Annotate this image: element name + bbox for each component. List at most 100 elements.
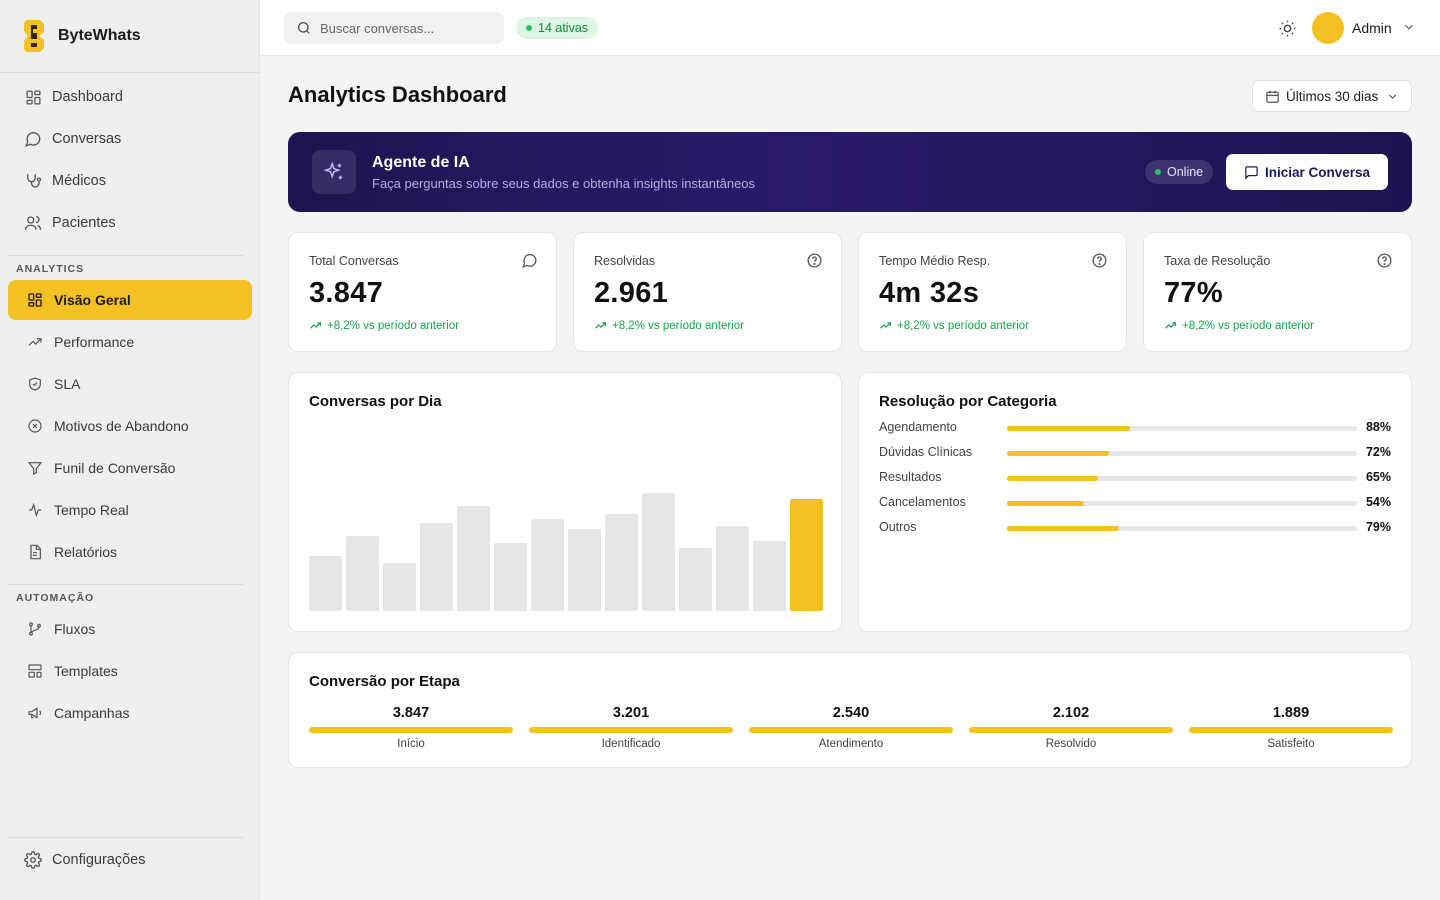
category-fill	[1007, 526, 1119, 531]
kpi-label: Tempo Médio Resp.	[879, 254, 991, 268]
sidebar-item-tempo-real[interactable]: Tempo Real	[8, 490, 252, 530]
sidebar-item-performance[interactable]: Performance	[8, 322, 252, 362]
category-percent: 72%	[1365, 445, 1391, 459]
kpi-card-total-conversas: Total Conversas 3.847 +8,2% vs período a…	[288, 232, 557, 352]
chevron-down-icon[interactable]	[1402, 20, 1416, 39]
category-track	[1007, 501, 1357, 506]
active-conversations-badge: 14 ativas	[516, 17, 599, 39]
ai-agent-banner: Agente de IA Faça perguntas sobre seus d…	[288, 132, 1412, 212]
date-range-select[interactable]: Últimos 30 dias	[1252, 80, 1412, 112]
search-box[interactable]	[284, 12, 504, 44]
category-row: Dúvidas Clínicas 72%	[879, 443, 1391, 463]
chart-bar	[420, 523, 453, 611]
sidebar-divider	[8, 255, 244, 256]
file-text-icon	[26, 543, 44, 561]
chart-bar	[753, 541, 786, 611]
chart-bar	[346, 536, 379, 611]
category-resolution-card: Resolução por Categoria Agendamento 88% …	[858, 372, 1412, 632]
sidebar-item-motivos-abandono[interactable]: Motivos de Abandono	[8, 406, 252, 446]
status-dot	[1155, 169, 1161, 175]
sidebar-item-medicos[interactable]: Médicos	[8, 161, 252, 201]
stage-label: Satisfeito	[1267, 738, 1315, 750]
category-percent: 54%	[1365, 495, 1391, 509]
category-fill	[1007, 476, 1098, 481]
kpi-trend-label: +8,2% vs período anterior	[897, 319, 1030, 332]
layout-template-icon	[26, 662, 44, 680]
theme-toggle-button[interactable]	[1276, 17, 1298, 39]
chart-bar	[568, 529, 601, 611]
sidebar-item-pacientes[interactable]: Pacientes	[8, 203, 252, 243]
category-fill	[1007, 501, 1084, 506]
sidebar-item-sla[interactable]: SLA	[8, 364, 252, 404]
date-range-label: Últimos 30 dias	[1286, 88, 1379, 104]
category-fill	[1007, 426, 1130, 431]
sidebar-item-fluxos[interactable]: Fluxos	[8, 609, 252, 649]
help-circle-icon[interactable]	[806, 252, 823, 269]
sidebar-item-dashboard[interactable]: Dashboard	[8, 77, 252, 117]
kpi-label: Total Conversas	[309, 254, 399, 268]
stage-label: Identificado	[601, 738, 661, 750]
help-circle-icon[interactable]	[1091, 252, 1108, 269]
chart-bar	[716, 526, 749, 611]
kpi-trend: +8,2% vs período anterior	[1164, 319, 1314, 332]
brand-logo-icon	[24, 20, 44, 52]
sidebar-item-label: Conversas	[52, 131, 122, 147]
help-circle-icon[interactable]	[1376, 252, 1393, 269]
sidebar-item-templates[interactable]: Templates	[8, 651, 252, 691]
card-title: Conversão por Etapa	[309, 673, 460, 690]
filter-icon	[26, 459, 44, 477]
category-label: Dúvidas Clínicas	[879, 445, 973, 459]
kpi-trend-label: +8,2% vs período anterior	[327, 319, 460, 332]
category-percent: 88%	[1365, 420, 1391, 434]
kpi-value: 77%	[1164, 277, 1223, 309]
kpi-value: 4m 32s	[879, 277, 980, 309]
funnel-stage: 3.201 Identificado	[529, 705, 733, 750]
category-track	[1007, 526, 1357, 531]
brand[interactable]: ByteWhats	[0, 0, 259, 73]
category-row: Cancelamentos 54%	[879, 493, 1391, 513]
user-name[interactable]: Admin	[1352, 20, 1392, 36]
sidebar-divider	[8, 584, 244, 585]
category-row: Resultados 65%	[879, 468, 1391, 488]
stage-bar	[969, 727, 1173, 733]
kpi-card-taxa-resolucao: Taxa de Resolução 77% +8,2% vs período a…	[1143, 232, 1412, 352]
category-percent: 79%	[1365, 520, 1391, 534]
avatar[interactable]	[1312, 12, 1344, 44]
chart-bar	[790, 499, 823, 611]
start-conversation-button[interactable]: Iniciar Conversa	[1226, 154, 1388, 190]
status-badge-label: Online	[1167, 165, 1204, 179]
kpi-label: Resolvidas	[594, 254, 656, 268]
trending-up-icon	[1164, 319, 1177, 332]
sidebar-item-label: Motivos de Abandono	[54, 418, 189, 434]
start-conversation-label: Iniciar Conversa	[1264, 164, 1371, 180]
ai-banner-title: Agente de IA	[372, 154, 470, 171]
sidebar-item-relatorios[interactable]: Relatórios	[8, 532, 252, 572]
sidebar-item-label: Dashboard	[52, 89, 123, 105]
sparkles-icon	[312, 150, 356, 194]
card-title: Conversas por Dia	[309, 393, 442, 410]
sidebar: ByteWhats Dashboard Conversas Médicos Pa…	[0, 0, 260, 900]
sidebar-item-label: Relatórios	[54, 544, 118, 560]
sidebar-item-funil-conversao[interactable]: Funil de Conversão	[8, 448, 252, 488]
topbar: 14 ativas Admin	[260, 0, 1440, 56]
category-label: Agendamento	[879, 420, 957, 434]
stage-value: 1.889	[1272, 705, 1310, 721]
section-label-automacao: AUTOMAÇÃO	[16, 592, 95, 604]
sidebar-item-conversas[interactable]: Conversas	[8, 119, 252, 159]
chart-bar	[494, 543, 527, 611]
search-input[interactable]	[320, 20, 490, 36]
kpi-value: 2.961	[594, 277, 669, 309]
layout-grid-icon	[24, 88, 42, 106]
kpi-label: Taxa de Resolução	[1164, 254, 1271, 268]
gear-icon	[24, 851, 42, 869]
card-title: Resolução por Categoria	[879, 393, 1057, 410]
sidebar-item-configuracoes[interactable]: Configurações	[8, 840, 252, 880]
category-label: Resultados	[879, 470, 942, 484]
sidebar-item-visao-geral[interactable]: Visão Geral	[8, 280, 252, 320]
search-icon	[298, 22, 310, 34]
funnel-stage: 3.847 Início	[309, 705, 513, 750]
funnel-stage: 2.102 Resolvido	[969, 705, 1173, 750]
page-title: Analytics Dashboard	[288, 82, 507, 107]
sidebar-item-campanhas[interactable]: Campanhas	[8, 693, 252, 733]
category-track	[1007, 451, 1357, 456]
